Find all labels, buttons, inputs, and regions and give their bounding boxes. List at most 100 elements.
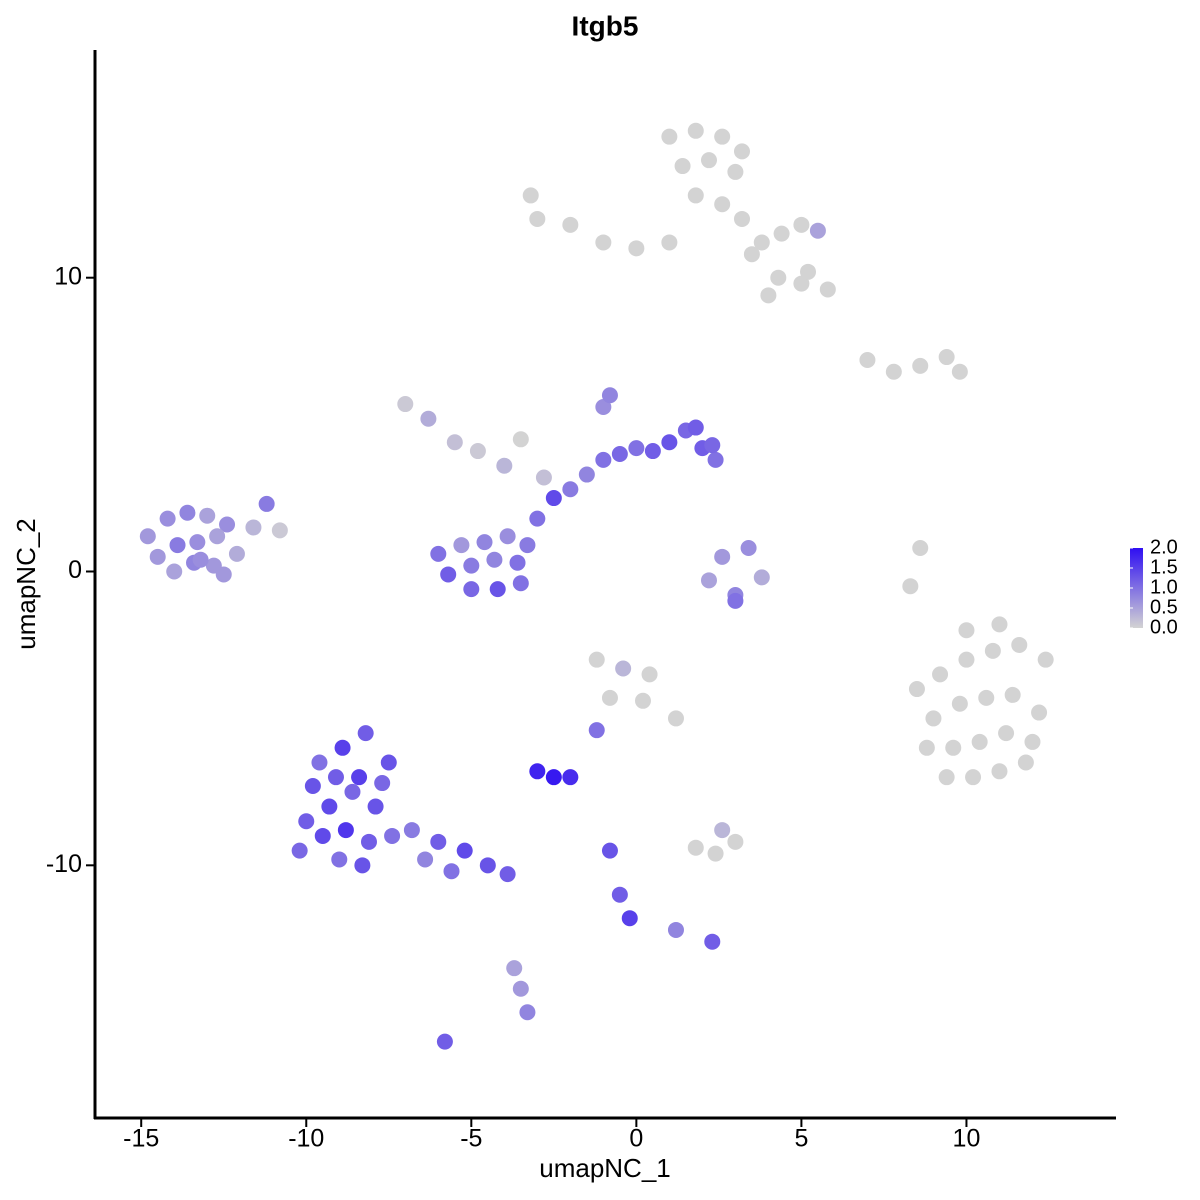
point [687, 122, 704, 139]
point [258, 495, 275, 512]
point [209, 528, 226, 545]
point [661, 234, 678, 251]
point [159, 510, 176, 527]
chart-title: Itgb5 [572, 10, 639, 41]
point [687, 419, 704, 436]
point [331, 851, 348, 868]
point [245, 519, 262, 536]
point [519, 537, 536, 554]
y-tick-label: 0 [68, 556, 82, 584]
points [139, 122, 1054, 1050]
colorbar-tick-label: 2.0 [1150, 536, 1178, 558]
point [1024, 733, 1041, 750]
point [700, 572, 717, 589]
x-tick-label: 0 [629, 1125, 643, 1153]
point [219, 516, 236, 533]
point [169, 537, 186, 554]
point [760, 287, 777, 304]
point [403, 822, 420, 839]
point [700, 152, 717, 169]
point [704, 437, 721, 454]
point [417, 851, 434, 868]
point [367, 798, 384, 815]
point [958, 622, 975, 639]
point [634, 692, 651, 709]
point [704, 933, 721, 950]
point [945, 739, 962, 756]
x-axis-label: umapNC_1 [539, 1153, 671, 1183]
point [733, 143, 750, 160]
point [727, 833, 744, 850]
point [1011, 636, 1028, 653]
point [486, 551, 503, 568]
point [166, 563, 183, 580]
point [535, 469, 552, 486]
point [304, 777, 321, 794]
colorbar-tick-label: 1.0 [1150, 576, 1178, 598]
point [384, 827, 401, 844]
point [932, 666, 949, 683]
point [463, 581, 480, 598]
point [661, 434, 678, 451]
point [199, 507, 216, 524]
point [291, 842, 308, 859]
point [958, 651, 975, 668]
point [420, 410, 437, 427]
point [380, 754, 397, 771]
point [397, 396, 414, 413]
point [971, 733, 988, 750]
colorbar-tick-label: 0.0 [1150, 616, 1178, 638]
point [595, 451, 612, 468]
point [215, 566, 232, 583]
point [314, 827, 331, 844]
point [951, 363, 968, 380]
point [354, 857, 371, 874]
point [1004, 686, 1021, 703]
point [667, 710, 684, 727]
point [727, 163, 744, 180]
point [436, 1033, 453, 1050]
point [819, 281, 836, 298]
colorbar-tick-label: 0.5 [1150, 596, 1178, 618]
x-tick-label: 5 [794, 1125, 808, 1153]
point [644, 443, 661, 460]
point [809, 222, 826, 239]
point [351, 769, 368, 786]
point [499, 528, 516, 545]
point [687, 839, 704, 856]
point [512, 431, 529, 448]
point [714, 822, 731, 839]
point [522, 187, 539, 204]
x-tick-label: -5 [460, 1125, 482, 1153]
point [588, 651, 605, 668]
point [998, 725, 1015, 742]
point [938, 349, 955, 366]
point [743, 246, 760, 263]
y-axis-label: umapNC_2 [11, 518, 41, 650]
point [529, 510, 546, 527]
point [611, 445, 628, 462]
point [978, 689, 995, 706]
point [714, 548, 731, 565]
point [1017, 754, 1034, 771]
point [192, 551, 209, 568]
point [489, 581, 506, 598]
point [496, 457, 513, 474]
point [298, 813, 315, 830]
point [753, 234, 770, 251]
point [615, 660, 632, 677]
point [885, 363, 902, 380]
point [334, 739, 351, 756]
point [311, 754, 328, 771]
point [727, 592, 744, 609]
point [595, 398, 612, 415]
point [740, 540, 757, 557]
point [562, 216, 579, 233]
point [499, 866, 516, 883]
point [562, 481, 579, 498]
point [179, 504, 196, 521]
point [588, 722, 605, 739]
point [714, 196, 731, 213]
point [707, 451, 724, 468]
